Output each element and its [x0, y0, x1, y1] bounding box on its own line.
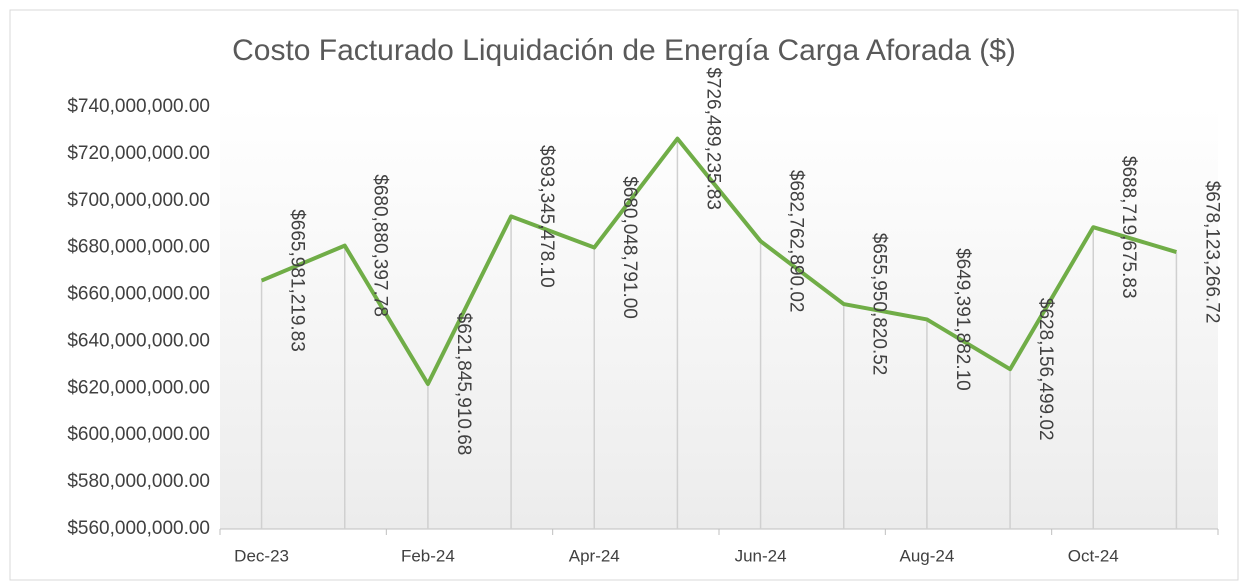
y-tick-label: $660,000,000.00 [67, 284, 210, 305]
chart-title: Costo Facturado Liquidación de Energía C… [232, 34, 1016, 67]
data-label: $649,391,882.10 [952, 248, 973, 391]
y-tick-label: $640,000,000.00 [67, 330, 210, 351]
data-label: $693,345,478.10 [536, 145, 557, 288]
x-tick-label: Jun-24 [735, 546, 787, 565]
x-tick-label: Aug-24 [900, 546, 955, 565]
data-label: $680,048,791.00 [619, 176, 640, 319]
y-tick-label: $560,000,000.00 [67, 518, 210, 539]
data-label: $655,950,820.52 [869, 233, 890, 376]
y-tick-label: $720,000,000.00 [67, 143, 210, 164]
data-label: $678,123,266.72 [1201, 181, 1222, 324]
y-tick-label: $580,000,000.00 [67, 471, 210, 492]
x-tick-label: Oct-24 [1068, 546, 1119, 565]
data-label: $665,981,219.83 [287, 209, 308, 352]
data-label: $628,156,499.02 [1035, 298, 1056, 441]
y-tick-label: $740,000,000.00 [67, 96, 210, 117]
data-label: $680,880,397.78 [370, 174, 391, 317]
data-label: $682,762,890.02 [786, 170, 807, 313]
data-label: $621,845,910.68 [453, 313, 474, 456]
x-tick-label: Dec-23 [234, 546, 289, 565]
line-series [260, 136, 1177, 387]
x-tick-label: Feb-24 [401, 546, 455, 565]
y-tick-label: $680,000,000.00 [67, 237, 210, 258]
data-label: $688,719,675.83 [1118, 156, 1139, 299]
data-label: $726,489,235.83 [702, 67, 723, 210]
y-tick-label: $620,000,000.00 [67, 377, 210, 398]
y-tick-label: $600,000,000.00 [67, 424, 210, 445]
x-tick-label: Apr-24 [569, 546, 620, 565]
y-tick-label: $700,000,000.00 [67, 190, 210, 211]
